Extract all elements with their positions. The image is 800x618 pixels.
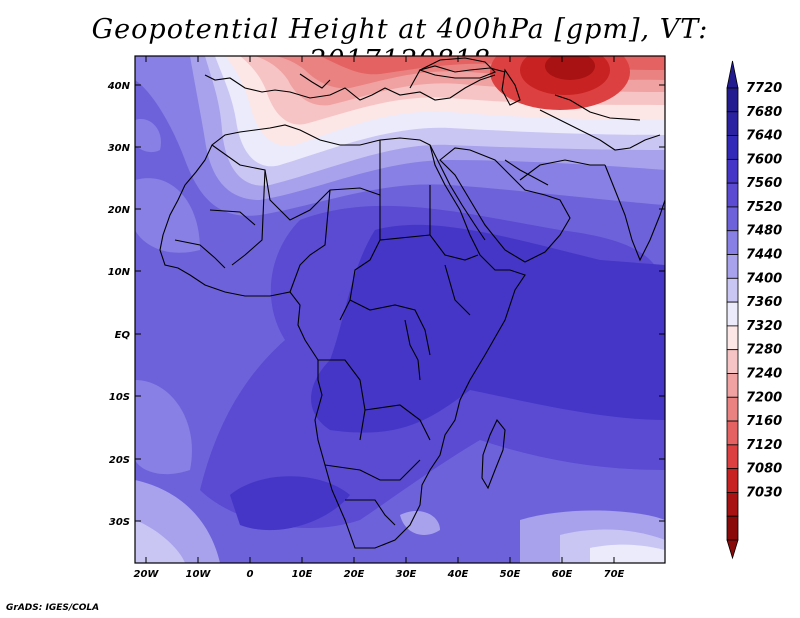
lat-label: 30S: [109, 517, 130, 528]
lon-label: 0: [247, 569, 254, 580]
colorbar-swatch: [726, 396, 739, 422]
coastlines: [159, 57, 665, 549]
contour-field: [135, 56, 665, 563]
colorbar-swatch: [726, 254, 739, 279]
lon-ticks: [145, 56, 615, 563]
lon-label: 20W: [134, 569, 160, 580]
lon-label: 70E: [604, 569, 625, 580]
credit-text: GrADS: IGES/COLA: [6, 603, 100, 613]
colorbar-bottom-arrow: [726, 539, 739, 560]
colorbar-swatch: [726, 135, 739, 160]
colorbar-label: 7520: [746, 200, 782, 215]
map-frame: [134, 55, 666, 564]
lat-ticks: [135, 84, 665, 522]
colorbar-swatch: [726, 349, 739, 374]
colorbar-top-arrow: [726, 60, 739, 89]
colorbar-label: 7640: [746, 129, 782, 144]
colorbar-label: 7680: [746, 105, 782, 120]
colorbar-label: 7200: [746, 390, 782, 405]
colorbar-swatch: [726, 373, 739, 398]
lat-label: EQ: [115, 330, 131, 341]
lon-label: 10E: [292, 569, 313, 580]
colorbar-label: 7030: [746, 485, 782, 500]
colorbar-swatch: [726, 87, 739, 113]
colorbar-swatch: [726, 182, 739, 208]
colorbar-label: 7440: [746, 248, 782, 263]
colorbar-label: 7400: [746, 271, 782, 286]
colorbar-label: 7320: [746, 319, 782, 334]
colorbar-label: 7560: [746, 176, 782, 191]
colorbar-swatch: [726, 206, 739, 232]
colorbar-label: 7600: [746, 152, 782, 167]
colorbar-swatch: [726, 468, 739, 493]
colorbar: 7720 7680 7640 7600 7560 7520 7480 7440 7400 7360…: [726, 60, 782, 560]
colorbar-swatch: [726, 301, 739, 327]
colorbar-swatch: [726, 444, 739, 470]
colorbar-swatch: [726, 325, 739, 351]
colorbar-label: 7280: [746, 343, 782, 358]
lon-label: 30E: [396, 569, 417, 580]
lat-label: 30N: [108, 143, 131, 154]
lon-label: 40E: [447, 569, 469, 580]
lon-label: 10W: [186, 569, 212, 580]
colorbar-swatch: [726, 111, 739, 136]
colorbar-label: 7080: [746, 462, 782, 477]
colorbar-label: 7360: [746, 295, 782, 310]
lon-label: 20E: [344, 569, 365, 580]
colorbar-swatch: [726, 420, 739, 446]
lat-label: 20S: [109, 455, 130, 466]
colorbar-swatch: [726, 277, 739, 303]
colorbar-swatch: [726, 515, 739, 541]
colorbar-swatch: [726, 230, 739, 255]
lat-label: 10N: [108, 267, 131, 278]
lon-label: 60E: [552, 569, 573, 580]
lat-label: 40N: [107, 81, 131, 92]
lat-label: 20N: [108, 205, 131, 216]
colorbar-label: 7120: [746, 438, 782, 453]
lon-label: 50E: [500, 569, 521, 580]
colorbar-swatch: [726, 492, 739, 517]
colorbar-label: 7720: [746, 81, 782, 96]
colorbar-label: 7160: [746, 414, 782, 429]
colorbar-label: 7480: [746, 224, 782, 239]
lat-label: 10S: [109, 392, 130, 403]
colorbar-swatch: [726, 158, 739, 184]
colorbar-label: 7240: [746, 366, 782, 381]
